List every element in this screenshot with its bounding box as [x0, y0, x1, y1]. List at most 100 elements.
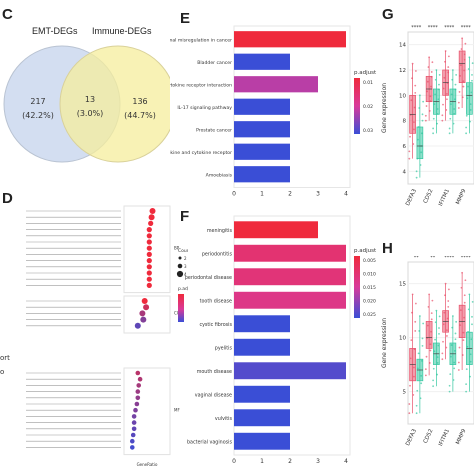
x-tick-label: IFITM1 [438, 188, 451, 207]
left-edge-text-1: ort [0, 354, 10, 362]
jitter-point [432, 379, 435, 382]
jitter-point [457, 101, 460, 104]
dot [135, 370, 141, 376]
jitter-point [408, 157, 411, 160]
jitter-point [431, 299, 434, 302]
legend-count-dot [177, 263, 183, 269]
significance-label: **** [411, 25, 422, 31]
jitter-point [431, 61, 434, 64]
x-tick-label: DEFA3 [405, 428, 418, 447]
jitter-point [430, 312, 433, 314]
dot [146, 251, 152, 257]
jitter-point [435, 69, 438, 71]
jitter-point [421, 345, 424, 347]
bar [234, 53, 290, 70]
x-tick-label: 0 [232, 458, 236, 465]
jitter-point [447, 55, 450, 58]
jitter-point [409, 384, 411, 387]
panel-letter-c: C [2, 6, 13, 23]
legend-tick-label: 0.015 [363, 285, 376, 291]
jitter-point [425, 105, 428, 107]
jitter-point [446, 98, 448, 101]
x-tick-label: DEFA3 [405, 188, 418, 207]
x-tick-label: 1 [260, 191, 264, 198]
jitter-point [425, 355, 428, 358]
jitter-point [442, 103, 444, 106]
dot [146, 258, 152, 264]
jitter-point [416, 389, 419, 392]
panel-letter-h: H [382, 240, 393, 257]
bar [234, 31, 346, 48]
jitter-point [447, 288, 450, 291]
venn-left-title: EMT-DEGs [32, 26, 78, 36]
jitter-point [463, 294, 466, 297]
category-label: vulvitis [215, 416, 233, 422]
jitter-point [424, 368, 427, 371]
x-tick-label: 3 [316, 458, 320, 465]
facet-label: CC [174, 311, 180, 316]
jitter-point [441, 114, 444, 117]
jitter-point [414, 84, 417, 87]
jitter-point [422, 100, 425, 103]
category-label: IL-17 signaling pathway [177, 105, 232, 111]
jitter-point [421, 119, 424, 122]
x-tick-label: 2 [288, 458, 292, 465]
jitter-point [430, 71, 433, 73]
category-label: cystic fibrosis [199, 322, 232, 328]
jitter-point [417, 352, 420, 355]
jitter-point [414, 91, 417, 94]
legend-count-label: 4 [184, 272, 187, 277]
jitter-point [414, 330, 417, 332]
venn-mid-pct: (3.0%) [77, 109, 104, 118]
bar [234, 166, 290, 183]
dot [146, 239, 152, 245]
x-tick-label: MMP9 [455, 188, 468, 206]
jitter-point [424, 374, 427, 377]
panel-letter-g: G [382, 6, 394, 23]
category-label: pyelitis [215, 345, 233, 351]
dot [146, 233, 152, 239]
jitter-point [424, 114, 427, 117]
jitter-point [453, 367, 456, 370]
bar [234, 121, 290, 138]
box-plot-g: 4 6 8 10 12 14 Gene expression **** DEFA3 **** CD5… [381, 25, 474, 207]
dot [131, 420, 137, 425]
category-label: vaginal disease [195, 392, 232, 398]
legend-title: p.adjust [354, 248, 377, 254]
legend-tick-label: 0.020 [363, 299, 376, 305]
jitter-point [454, 83, 457, 86]
jitter-point [414, 70, 417, 72]
jitter-point [471, 300, 474, 303]
category-label: Amoebiasis [206, 172, 233, 178]
legend-tick-label: 0.010 [363, 272, 376, 278]
jitter-point [411, 62, 414, 65]
jitter-point [457, 361, 460, 364]
x-tick-label: CD52 [423, 188, 435, 204]
dot [133, 407, 138, 413]
dot [148, 214, 155, 221]
legend-colorbar [354, 78, 360, 134]
box [458, 50, 466, 84]
dot [129, 438, 135, 444]
significance-label: **** [461, 25, 472, 31]
left-edge-legend: ort o [0, 354, 10, 376]
jitter-point [471, 62, 474, 65]
legend-tick-label: 0.03 [363, 128, 373, 134]
jitter-point [446, 335, 448, 337]
y-tick-label: 10 [399, 93, 406, 99]
bar [234, 409, 290, 427]
jitter-point [468, 56, 471, 59]
facet-label: BP [174, 245, 180, 250]
x-tick-label: 2 [288, 191, 292, 198]
jitter-point [471, 79, 473, 82]
jitter-point [438, 315, 441, 318]
dot [146, 276, 152, 282]
bar [234, 432, 290, 450]
dot [134, 401, 140, 407]
bar [234, 315, 290, 333]
y-tick-label: 14 [399, 43, 406, 49]
x-tick-label: IFITM1 [438, 428, 451, 447]
venn-right-pct: (44.7%) [124, 111, 156, 120]
dot [148, 220, 154, 226]
jitter-point [441, 352, 444, 355]
